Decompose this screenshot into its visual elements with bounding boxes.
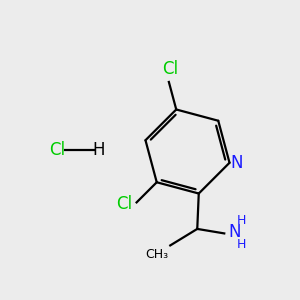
Text: Cl: Cl	[162, 60, 178, 78]
Text: H: H	[237, 214, 246, 227]
Text: H: H	[93, 141, 105, 159]
Text: N: N	[228, 223, 241, 241]
Text: H: H	[237, 238, 246, 251]
Text: Cl: Cl	[117, 195, 133, 213]
Text: N: N	[231, 154, 243, 172]
Text: CH₃: CH₃	[146, 248, 169, 261]
Text: Cl: Cl	[49, 141, 65, 159]
